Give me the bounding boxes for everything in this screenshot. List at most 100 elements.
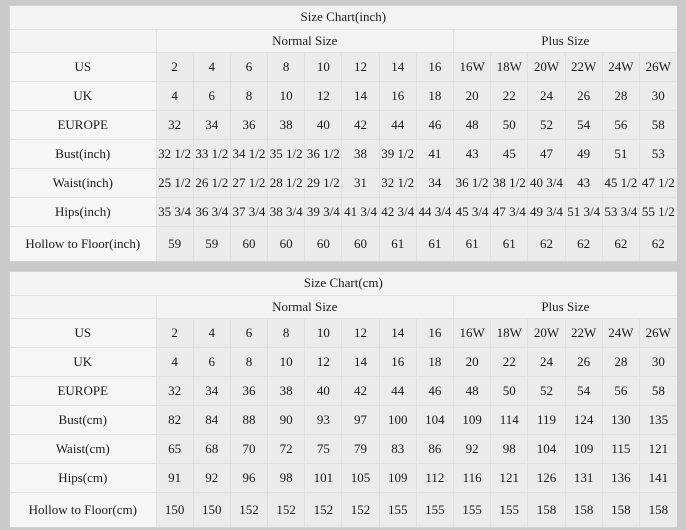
cell-value: 158	[527, 492, 566, 527]
cell-value: 16	[415, 318, 455, 348]
table-row: UK 4 6 8 10 12 14 16 18 20 22 24 26 28 30	[10, 347, 677, 377]
group-header-plus-size-inch: Plus Size	[452, 29, 677, 53]
cell-value: 62	[601, 226, 640, 261]
cell-value: 54	[564, 110, 603, 140]
cell-value: 152	[304, 492, 343, 527]
cell-value: 18	[415, 81, 455, 111]
cell-value: 119	[527, 405, 566, 435]
cell-value: 18W	[490, 52, 529, 82]
cell-value: 12	[341, 52, 380, 82]
cell-value: 53	[638, 139, 677, 169]
cell-value: 14	[341, 347, 380, 377]
cell-value: 90	[267, 405, 306, 435]
row-label-europe-cm: EUROPE	[10, 376, 157, 406]
cell-value: 26	[564, 347, 603, 377]
cell-value: 4	[155, 347, 194, 377]
cell-value: 101	[304, 463, 343, 493]
cell-value: 18W	[490, 318, 529, 348]
cell-value: 158	[564, 492, 603, 527]
cell-value: 62	[564, 226, 603, 261]
cell-value: 22	[490, 81, 529, 111]
cell-value: 32 1/2	[378, 168, 417, 198]
cell-value: 36 3/4	[192, 197, 231, 227]
row-label-bust-cm-cm: Bust(cm)	[10, 405, 157, 435]
table-row: Bust(cm) 82 84 88 90 93 97 100 104 109 114 119 124 13…	[10, 405, 677, 435]
cell-value: 40 3/4	[527, 168, 566, 198]
table-row: US 2 4 6 8 10 12 14 16 16W 18W 20W 22W 24W 26W	[10, 52, 677, 82]
cell-value: 158	[638, 492, 677, 527]
cell-value: 91	[155, 463, 194, 493]
cell-value: 93	[304, 405, 343, 435]
cell-value: 59	[155, 226, 194, 261]
cell-value: 16	[378, 81, 417, 111]
group-header-row-inch: Normal Size Plus Size	[10, 29, 677, 53]
cell-value: 42	[341, 376, 380, 406]
cell-value: 31	[341, 168, 380, 198]
cell-value: 84	[192, 405, 231, 435]
cell-value: 42	[341, 110, 380, 140]
cell-value: 56	[601, 110, 640, 140]
cell-value: 75	[304, 434, 343, 464]
cell-value: 98	[490, 434, 529, 464]
cell-value: 155	[378, 492, 417, 527]
cell-value: 36	[229, 376, 269, 406]
cell-value: 26W	[638, 318, 677, 348]
cell-value: 116	[452, 463, 492, 493]
cell-value: 54	[564, 376, 603, 406]
row-label-europe-inch: EUROPE	[10, 110, 157, 140]
cell-value: 22W	[564, 52, 603, 82]
cell-value: 83	[378, 434, 417, 464]
size-chart-cm-table: Size Chart(cm) Normal Size Plus Size US 2 4 6…	[10, 272, 677, 527]
cell-value: 4	[192, 52, 231, 82]
cell-value: 43	[452, 139, 492, 169]
cell-value: 155	[452, 492, 492, 527]
table-row: Hips(cm) 91 92 96 98 101 105 109 112 116 121 126 131…	[10, 463, 677, 493]
cell-value: 141	[638, 463, 677, 493]
group-header-normal-size-cm: Normal Size	[155, 295, 454, 319]
cell-value: 104	[527, 434, 566, 464]
cell-value: 6	[229, 318, 269, 348]
table-row: Bust(inch) 32 1/2 33 1/2 34 1/2 35 1/2 36 1/2…	[10, 139, 677, 169]
cell-value: 155	[415, 492, 455, 527]
cell-value: 39 1/2	[378, 139, 417, 169]
cell-value: 79	[341, 434, 380, 464]
cell-value: 28	[601, 81, 640, 111]
cell-value: 16	[415, 52, 455, 82]
cell-value: 12	[304, 347, 343, 377]
cell-value: 12	[341, 318, 380, 348]
table-row: Hollow to Floor(inch) 59 59 60 60 60 60 61 61 61 6…	[10, 226, 677, 261]
cell-value: 26W	[638, 52, 677, 82]
table-row: Waist(cm) 65 68 70 72 75 79 83 86 92 98 104 109 115 12…	[10, 434, 677, 464]
cell-value: 47	[527, 139, 566, 169]
cell-value: 131	[564, 463, 603, 493]
cell-value: 48	[452, 110, 492, 140]
cell-value: 8	[229, 81, 269, 111]
row-label-uk-cm: UK	[10, 347, 157, 377]
cm-table-body: Size Chart(cm) Normal Size Plus Size US 2 4 6…	[10, 272, 677, 527]
size-chart-inch-table: Size Chart(inch) Normal Size Plus Size US 2…	[10, 6, 677, 261]
cell-value: 34 1/2	[229, 139, 269, 169]
table-row: EUROPE 32 34 36 38 40 42 44 46 48 50 52 54 56 58	[10, 110, 677, 140]
cell-value: 136	[601, 463, 640, 493]
group-header-plus-size-cm: Plus Size	[452, 295, 677, 319]
cell-value: 32	[155, 376, 194, 406]
cell-value: 109	[564, 434, 603, 464]
cell-value: 36 1/2	[304, 139, 343, 169]
cell-value: 61	[378, 226, 417, 261]
cell-value: 152	[267, 492, 306, 527]
cell-value: 40	[304, 110, 343, 140]
inch-table-body: Size Chart(inch) Normal Size Plus Size US 2…	[10, 6, 677, 261]
cell-value: 4	[155, 81, 194, 111]
title-row-cm: Size Chart(cm)	[10, 272, 677, 296]
group-header-corner-cm	[10, 295, 157, 319]
cell-value: 45 1/2	[601, 168, 640, 198]
table-row: Waist(inch) 25 1/2 26 1/2 27 1/2 28 1/2 29 1/…	[10, 168, 677, 198]
cell-value: 20W	[527, 318, 566, 348]
cell-value: 104	[415, 405, 455, 435]
group-header-corner-inch	[10, 29, 157, 53]
cell-value: 22	[490, 347, 529, 377]
cell-value: 82	[155, 405, 194, 435]
cell-value: 20	[452, 347, 492, 377]
cell-value: 109	[452, 405, 492, 435]
cell-value: 44	[378, 376, 417, 406]
